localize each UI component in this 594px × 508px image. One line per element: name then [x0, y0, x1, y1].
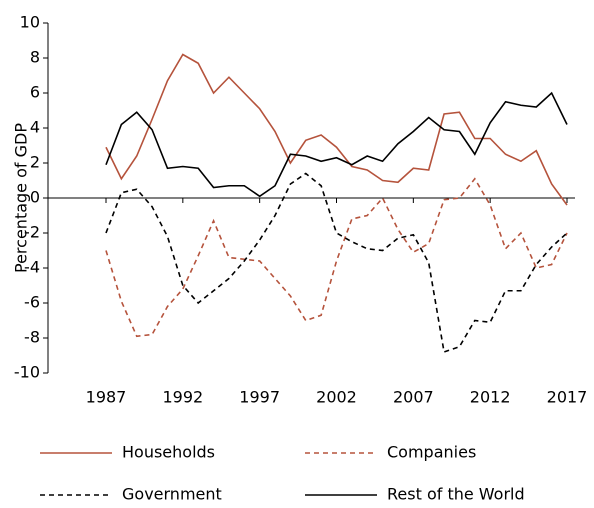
y-tick-label: 10	[20, 13, 40, 32]
y-tick-label: -6	[24, 293, 40, 312]
y-axis-label: Percentage of GDP	[12, 123, 31, 273]
x-tick-label: 2007	[393, 388, 434, 407]
x-tick-label: 2012	[470, 388, 511, 407]
x-tick-label: 1997	[239, 388, 280, 407]
x-tick-label: 2017	[547, 388, 588, 407]
legend-label: Government	[122, 485, 222, 504]
y-tick-label: -4	[24, 258, 40, 277]
y-tick-label: 4	[30, 118, 40, 137]
legend-label: Companies	[387, 443, 476, 462]
x-tick-label: 1992	[162, 388, 203, 407]
series-line	[105, 91, 568, 198]
series-line	[105, 53, 568, 206]
y-tick-label: 8	[30, 48, 40, 67]
legend-label: Households	[122, 443, 215, 462]
y-tick-label: 6	[30, 83, 40, 102]
y-tick-label: 2	[30, 153, 40, 172]
x-tick-label: 1987	[86, 388, 127, 407]
y-tick-label: -10	[14, 363, 40, 382]
series-line	[105, 172, 568, 354]
legend-label: Rest of the World	[387, 485, 525, 504]
y-tick-label: 0	[30, 188, 40, 207]
y-tick-label: -2	[24, 223, 40, 242]
x-tick-label: 2002	[316, 388, 357, 407]
y-tick-label: -8	[24, 328, 40, 347]
